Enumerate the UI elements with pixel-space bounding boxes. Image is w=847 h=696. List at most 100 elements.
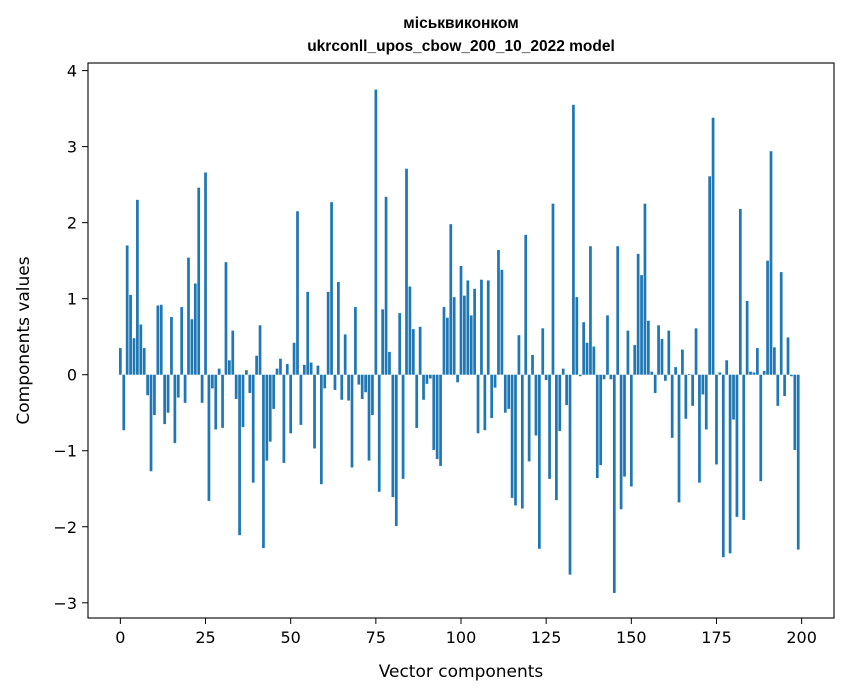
bar [316, 365, 320, 375]
bar [285, 364, 289, 375]
bar [394, 374, 398, 526]
bar [159, 304, 163, 375]
bar [411, 329, 415, 375]
bar [388, 351, 391, 375]
bar [514, 374, 517, 506]
bar [776, 374, 780, 406]
bar [347, 374, 350, 401]
bar [384, 196, 388, 375]
bar [486, 280, 490, 375]
bar [582, 322, 585, 375]
bar [524, 234, 528, 375]
bar [364, 374, 367, 393]
bar [595, 374, 599, 479]
bar [667, 330, 671, 375]
bar [793, 374, 797, 450]
bar [251, 374, 255, 483]
bar [333, 374, 337, 390]
bar [326, 291, 330, 375]
bar [139, 324, 143, 375]
y-tick-label: −1 [53, 442, 77, 461]
y-tick-label: 2 [67, 214, 77, 233]
bar [428, 374, 432, 379]
bar [275, 368, 279, 375]
bar [769, 151, 773, 375]
bar [568, 374, 572, 575]
bar [422, 374, 425, 400]
bar [156, 305, 160, 375]
bar [221, 374, 224, 428]
x-tick-label: 75 [366, 628, 386, 647]
bar [650, 371, 654, 375]
bar [122, 374, 126, 431]
bar [664, 374, 667, 381]
bar [255, 355, 258, 375]
bar [217, 368, 221, 375]
bar [698, 374, 701, 483]
bar [742, 374, 746, 520]
bar [210, 374, 214, 389]
bar [241, 374, 245, 428]
bar [561, 368, 565, 375]
bar [745, 300, 749, 375]
bar [456, 374, 459, 383]
bar [555, 374, 558, 501]
bar [391, 374, 395, 498]
bar [541, 328, 545, 375]
bar [234, 374, 238, 400]
bar [732, 374, 735, 420]
bar [773, 347, 776, 375]
bar [245, 370, 248, 375]
bar [452, 297, 456, 375]
bar [354, 307, 357, 375]
bar [459, 265, 463, 375]
bar [350, 374, 354, 468]
bar [146, 374, 149, 396]
x-tick-label: 0 [115, 628, 125, 647]
bar [469, 315, 473, 375]
bar [738, 208, 742, 375]
bar [299, 374, 303, 425]
y-axis-label: Components values [14, 256, 34, 424]
bar [405, 168, 408, 375]
bar [626, 330, 630, 375]
y-tick-label: 1 [67, 290, 77, 309]
bar [537, 374, 541, 549]
bar [592, 346, 596, 375]
bar [633, 345, 637, 375]
bar [660, 338, 664, 375]
bar [520, 374, 524, 509]
bar [510, 374, 514, 498]
bar [377, 374, 381, 492]
bar [265, 374, 269, 461]
bar [735, 374, 739, 517]
bar [289, 374, 293, 434]
bar [544, 374, 548, 381]
bar [360, 374, 364, 400]
bar [766, 260, 769, 375]
bar [187, 257, 190, 375]
bar [463, 295, 466, 375]
bar [786, 337, 790, 375]
bar [503, 374, 507, 413]
bar [612, 374, 616, 593]
bar [357, 374, 361, 385]
bar [670, 374, 674, 438]
bar [323, 374, 327, 389]
bar [531, 354, 534, 375]
bar [268, 374, 272, 442]
x-tick-label: 100 [446, 628, 477, 647]
bar [432, 374, 436, 450]
bars-group [119, 89, 800, 593]
bar [684, 374, 688, 419]
bar [599, 374, 603, 466]
bar [415, 374, 419, 428]
bar [466, 280, 470, 375]
bar [674, 367, 677, 375]
bar [762, 370, 766, 375]
bar [313, 374, 316, 449]
bar [119, 348, 122, 375]
bar [381, 309, 385, 375]
bar [408, 286, 412, 375]
bar [681, 349, 684, 375]
